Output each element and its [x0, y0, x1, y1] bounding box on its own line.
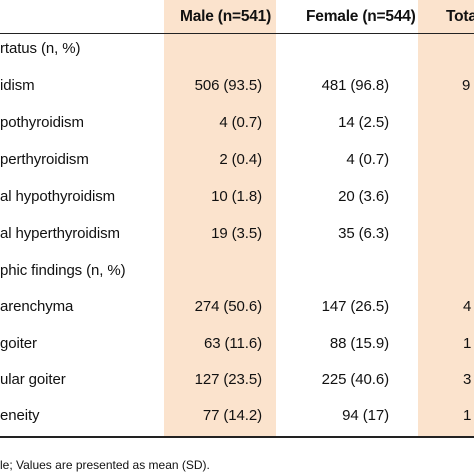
total-value: 3 — [463, 371, 472, 388]
total-value: 4 — [463, 298, 472, 315]
male-value: 10 (1.8) — [211, 188, 262, 205]
row-label: eneity — [0, 407, 40, 424]
male-value: 77 (14.2) — [202, 407, 262, 424]
total-column-highlight — [418, 0, 474, 436]
table-row: idism 506 (93.5) 481 (96.8) 9 — [0, 67, 474, 104]
section-row-findings: phic findings (n, %) — [0, 252, 474, 289]
table-row: perthyroidism 2 (0.4) 4 (0.7) — [0, 141, 474, 178]
male-value: 506 (93.5) — [194, 77, 262, 94]
total-value: 9 — [462, 77, 471, 94]
row-label: perthyroidism — [0, 151, 89, 168]
male-value: 2 (0.4) — [219, 151, 262, 168]
table-row: arenchyma 274 (50.6) 147 (26.5) 4 — [0, 288, 474, 325]
female-value: 481 (96.8) — [321, 77, 389, 94]
header-female: Female (n=544) — [306, 8, 416, 25]
male-column-highlight — [164, 0, 276, 436]
table-row: al hypothyroidism 10 (1.8) 20 (3.6) — [0, 178, 474, 215]
row-label: arenchyma — [0, 298, 74, 315]
table-row: eneity 77 (14.2) 94 (17) 1 — [0, 397, 474, 434]
male-value: 4 (0.7) — [219, 114, 262, 131]
female-value: 4 (0.7) — [346, 151, 389, 168]
female-value: 20 (3.6) — [338, 188, 389, 205]
header-total: Tota — [446, 8, 474, 25]
row-label: al hyperthyroidism — [0, 225, 120, 242]
female-value: 94 (17) — [342, 407, 389, 424]
table-row: ular goiter 127 (23.5) 225 (40.6) 3 — [0, 361, 474, 398]
row-label: idism — [0, 77, 35, 94]
female-value: 35 (6.3) — [338, 225, 389, 242]
section-row-status: rtatus (n, %) — [0, 30, 474, 67]
female-value: 14 (2.5) — [338, 114, 389, 131]
female-value: 225 (40.6) — [321, 371, 389, 388]
row-label: rtatus (n, %) — [0, 40, 81, 57]
total-value: 1 — [463, 335, 472, 352]
table-footnote: le; Values are presented as mean (SD). — [0, 458, 210, 472]
male-value: 274 (50.6) — [194, 298, 262, 315]
table-row: pothyroidism 4 (0.7) 14 (2.5) — [0, 104, 474, 141]
bottom-rule — [0, 436, 474, 438]
total-value: 1 — [463, 407, 472, 424]
male-value: 127 (23.5) — [194, 371, 262, 388]
female-value: 147 (26.5) — [321, 298, 389, 315]
table-row: al hyperthyroidism 19 (3.5) 35 (6.3) — [0, 215, 474, 252]
row-label: pothyroidism — [0, 114, 84, 131]
male-value: 63 (11.6) — [203, 335, 262, 352]
header-male: Male (n=541) — [180, 8, 272, 25]
female-value: 88 (15.9) — [329, 335, 389, 352]
header-rule — [0, 33, 474, 34]
row-label: phic findings (n, %) — [0, 262, 126, 279]
table-row: goiter 63 (11.6) 88 (15.9) 1 — [0, 325, 474, 362]
row-label: goiter — [0, 335, 37, 352]
row-label: ular goiter — [0, 371, 66, 388]
row-label: al hypothyroidism — [0, 188, 116, 205]
male-value: 19 (3.5) — [211, 225, 262, 242]
